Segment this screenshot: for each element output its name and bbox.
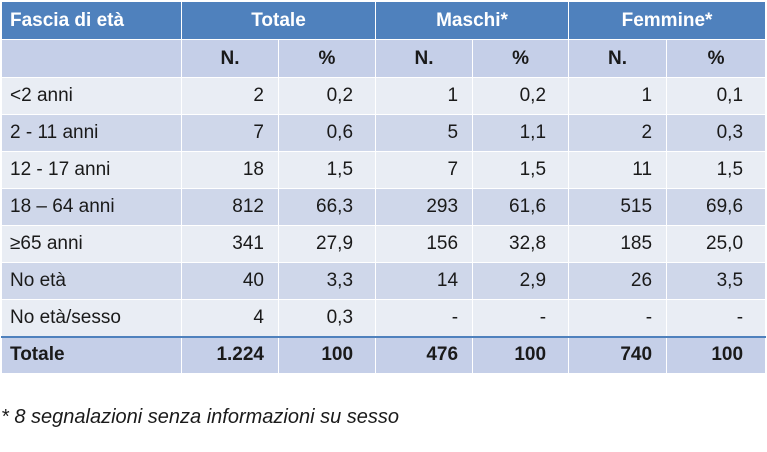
cell-maschi-pct: 100 [472, 335, 570, 374]
cell-femmine-pct: 69,6 [666, 188, 767, 226]
footnote: * 8 segnalazioni senza informazioni su s… [1, 406, 399, 428]
cell-maschi-pct: 61,6 [472, 188, 570, 226]
cell-maschi-pct: 1,5 [472, 151, 570, 189]
cell-femmine-pct: 1,5 [666, 151, 767, 189]
table-row: ≥65 anni 341 27,9 156 32,8 185 25,0 [1, 225, 767, 263]
row-label: No età/sesso [1, 299, 182, 337]
subheader-empty [1, 39, 182, 78]
cell-maschi-pct: - [472, 299, 570, 337]
cell-totale-n: 7 [181, 114, 279, 152]
group-header-row: Fascia di età Totale Maschi* Femmine* [1, 1, 767, 40]
cell-maschi-n: 156 [375, 225, 474, 263]
subheader-totale-pct: % [277, 39, 377, 78]
subheader-maschi-n: N. [375, 39, 474, 78]
cell-totale-pct: 0,2 [277, 77, 377, 115]
cell-maschi-pct: 1,1 [472, 114, 570, 152]
cell-maschi-n: 476 [375, 335, 474, 374]
subheader-femmine-pct: % [666, 39, 767, 78]
cell-totale-n: 40 [181, 262, 279, 300]
cell-femmine-pct: 0,3 [666, 114, 767, 152]
cell-totale-n: 341 [181, 225, 279, 263]
cell-femmine-n: - [568, 299, 668, 337]
row-label: ≥65 anni [1, 225, 182, 263]
row-label: <2 anni [1, 77, 182, 115]
cell-femmine-pct: 3,5 [666, 262, 767, 300]
header-group-femmine: Femmine* [568, 1, 767, 40]
cell-maschi-pct: 2,9 [472, 262, 570, 300]
cell-totale-pct: 27,9 [277, 225, 377, 263]
cell-totale-pct: 1,5 [277, 151, 377, 189]
cell-maschi-pct: 32,8 [472, 225, 570, 263]
cell-femmine-n: 11 [568, 151, 668, 189]
row-label: 12 - 17 anni [1, 151, 182, 189]
cell-totale-n: 18 [181, 151, 279, 189]
row-label: 2 - 11 anni [1, 114, 182, 152]
cell-femmine-pct: 25,0 [666, 225, 767, 263]
cell-totale-n: 812 [181, 188, 279, 226]
cell-maschi-n: 1 [375, 77, 474, 115]
cell-totale-pct: 66,3 [277, 188, 377, 226]
table-row: No età/sesso 4 0,3- - - - [1, 299, 767, 337]
cell-femmine-n: 185 [568, 225, 668, 263]
table-row: 18 – 64 anni 812 66,3 293 61,6 515 69,6 [1, 188, 767, 226]
cell-totale-pct: 100 [277, 335, 377, 374]
cell-maschi-n: 5 [375, 114, 474, 152]
row-label: Totale [1, 335, 182, 374]
cell-totale-n: 4 [181, 299, 279, 337]
cell-totale-pct: 0,3 [277, 299, 377, 337]
subheader-maschi-pct: % [472, 39, 570, 78]
cell-maschi-n: 7 [375, 151, 474, 189]
cell-maschi-n: - [375, 299, 474, 337]
cell-maschi-pct: 0,2 [472, 77, 570, 115]
total-row: Totale 1.224 100 476 100 740 100 [1, 335, 767, 374]
cell-femmine-n: 26 [568, 262, 668, 300]
table-body: <2 anni 2 0,2 1 0,2 1 0,1 2 - 11 anni 7 0,6 5 1,1 2 0… [1, 77, 767, 374]
cell-femmine-pct: - [666, 299, 767, 337]
cell-maschi-n: 14 [375, 262, 474, 300]
table-row: 2 - 11 anni 7 0,6 5 1,1 2 0,3 [1, 114, 767, 152]
table-row: 12 - 17 anni 18 1,5 7 1,5 11 1,5 [1, 151, 767, 189]
cell-maschi-n: 293 [375, 188, 474, 226]
cell-totale-pct: 3,3 [277, 262, 377, 300]
cell-femmine-pct: 0,1 [666, 77, 767, 115]
cell-totale-n: 1.224 [181, 335, 279, 374]
cell-femmine-n: 740 [568, 335, 668, 374]
cell-totale-pct: 0,6 [277, 114, 377, 152]
cell-femmine-pct: 100 [666, 335, 767, 374]
header-age-band: Fascia di età [1, 1, 182, 40]
row-label: 18 – 64 anni [1, 188, 182, 226]
cell-totale-n: 2 [181, 77, 279, 115]
cell-femmine-n: 2 [568, 114, 668, 152]
subheader-row: N. % N. % N. % [1, 39, 767, 78]
row-label: No età [1, 262, 182, 300]
subheader-femmine-n: N. [568, 39, 668, 78]
header-group-totale: Totale [180, 1, 377, 40]
header-group-maschi: Maschi* [375, 1, 570, 40]
table-row: No età 40 3,3 14 2,9 26 3,5 [1, 262, 767, 300]
cell-femmine-n: 1 [568, 77, 668, 115]
age-distribution-table: Fascia di età Totale Maschi* Femmine* N.… [1, 1, 767, 374]
subheader-totale-n: N. [181, 39, 279, 78]
table-row: <2 anni 2 0,2 1 0,2 1 0,1 [1, 77, 767, 115]
cell-femmine-n: 515 [568, 188, 668, 226]
